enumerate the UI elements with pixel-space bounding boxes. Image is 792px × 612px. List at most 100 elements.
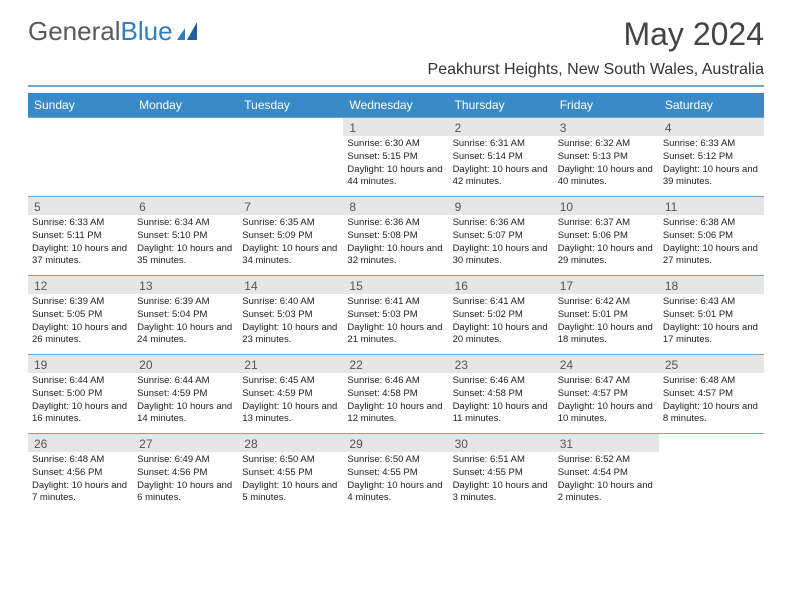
calendar-cell: 1Sunrise: 6:30 AMSunset: 5:15 PMDaylight…	[343, 118, 448, 196]
day-detail: Sunrise: 6:45 AM	[242, 375, 339, 388]
day-number: 12	[28, 276, 133, 294]
calendar: SundayMondayTuesdayWednesdayThursdayFrid…	[28, 93, 764, 512]
calendar-cell: 28Sunrise: 6:50 AMSunset: 4:55 PMDayligh…	[238, 434, 343, 512]
day-number: 25	[659, 355, 764, 373]
day-detail: Daylight: 10 hours and 13 minutes.	[242, 401, 339, 427]
calendar-cell: 10Sunrise: 6:37 AMSunset: 5:06 PMDayligh…	[554, 197, 659, 275]
title-block: May 2024 Peakhurst Heights, New South Wa…	[428, 16, 764, 79]
day-detail: Sunrise: 6:46 AM	[347, 375, 444, 388]
calendar-week: 1Sunrise: 6:30 AMSunset: 5:15 PMDaylight…	[28, 117, 764, 196]
day-detail: Sunset: 5:07 PM	[453, 230, 550, 243]
day-number: 8	[343, 197, 448, 215]
day-detail: Daylight: 10 hours and 4 minutes.	[347, 480, 444, 506]
calendar-week: 26Sunrise: 6:48 AMSunset: 4:56 PMDayligh…	[28, 433, 764, 512]
day-detail: Daylight: 10 hours and 27 minutes.	[663, 243, 760, 269]
day-detail: Sunset: 4:59 PM	[242, 388, 339, 401]
day-number: 5	[28, 197, 133, 215]
day-detail: Sunrise: 6:41 AM	[453, 296, 550, 309]
day-detail: Sunrise: 6:32 AM	[558, 138, 655, 151]
day-number: 31	[554, 434, 659, 452]
day-number: 16	[449, 276, 554, 294]
calendar-cell: 2Sunrise: 6:31 AMSunset: 5:14 PMDaylight…	[449, 118, 554, 196]
calendar-cell: 3Sunrise: 6:32 AMSunset: 5:13 PMDaylight…	[554, 118, 659, 196]
day-detail: Sunset: 5:09 PM	[242, 230, 339, 243]
day-detail: Sunset: 5:14 PM	[453, 151, 550, 164]
day-detail: Daylight: 10 hours and 3 minutes.	[453, 480, 550, 506]
day-number: 11	[659, 197, 764, 215]
day-detail: Sunrise: 6:38 AM	[663, 217, 760, 230]
day-header: Tuesday	[238, 93, 343, 117]
day-number: 7	[238, 197, 343, 215]
calendar-cell: 13Sunrise: 6:39 AMSunset: 5:04 PMDayligh…	[133, 276, 238, 354]
day-detail: Sunrise: 6:36 AM	[347, 217, 444, 230]
day-detail: Sunrise: 6:34 AM	[137, 217, 234, 230]
day-detail: Daylight: 10 hours and 39 minutes.	[663, 164, 760, 190]
calendar-cell: 6Sunrise: 6:34 AMSunset: 5:10 PMDaylight…	[133, 197, 238, 275]
day-number: 27	[133, 434, 238, 452]
day-detail: Sunset: 4:58 PM	[347, 388, 444, 401]
day-detail: Sunset: 4:55 PM	[242, 467, 339, 480]
calendar-week: 19Sunrise: 6:44 AMSunset: 5:00 PMDayligh…	[28, 354, 764, 433]
calendar-cell: 4Sunrise: 6:33 AMSunset: 5:12 PMDaylight…	[659, 118, 764, 196]
header: GeneralBlue May 2024 Peakhurst Heights, …	[0, 0, 792, 79]
day-detail: Sunset: 5:12 PM	[663, 151, 760, 164]
day-detail: Sunset: 4:59 PM	[137, 388, 234, 401]
day-detail: Daylight: 10 hours and 6 minutes.	[137, 480, 234, 506]
day-detail: Sunrise: 6:46 AM	[453, 375, 550, 388]
day-detail: Sunrise: 6:51 AM	[453, 454, 550, 467]
day-detail: Sunset: 4:55 PM	[347, 467, 444, 480]
day-number: 3	[554, 118, 659, 136]
day-number: 30	[449, 434, 554, 452]
day-detail: Daylight: 10 hours and 21 minutes.	[347, 322, 444, 348]
day-number: 13	[133, 276, 238, 294]
location-subtitle: Peakhurst Heights, New South Wales, Aust…	[428, 61, 764, 79]
calendar-week: 5Sunrise: 6:33 AMSunset: 5:11 PMDaylight…	[28, 196, 764, 275]
calendar-cell: 31Sunrise: 6:52 AMSunset: 4:54 PMDayligh…	[554, 434, 659, 512]
calendar-cell: 26Sunrise: 6:48 AMSunset: 4:56 PMDayligh…	[28, 434, 133, 512]
day-detail: Sunset: 4:56 PM	[137, 467, 234, 480]
day-detail: Sunset: 4:58 PM	[453, 388, 550, 401]
day-detail: Sunrise: 6:41 AM	[347, 296, 444, 309]
day-detail: Sunset: 5:10 PM	[137, 230, 234, 243]
day-detail: Daylight: 10 hours and 10 minutes.	[558, 401, 655, 427]
day-number: 4	[659, 118, 764, 136]
calendar-cell: 29 Sunrise: 6:50 AMSunset: 4:55 PMDayligh…	[343, 434, 448, 512]
day-detail: Sunset: 4:57 PM	[558, 388, 655, 401]
calendar-cell	[659, 434, 764, 512]
day-detail: Daylight: 10 hours and 37 minutes.	[32, 243, 129, 269]
calendar-cell: 19Sunrise: 6:44 AMSunset: 5:00 PMDayligh…	[28, 355, 133, 433]
calendar-week: 12Sunrise: 6:39 AMSunset: 5:05 PMDayligh…	[28, 275, 764, 354]
day-number	[28, 118, 133, 136]
day-detail: Sunset: 5:08 PM	[347, 230, 444, 243]
day-header: Saturday	[659, 93, 764, 117]
day-detail: Sunset: 4:56 PM	[32, 467, 129, 480]
day-detail: Sunset: 5:04 PM	[137, 309, 234, 322]
calendar-body: 1Sunrise: 6:30 AMSunset: 5:15 PMDaylight…	[28, 117, 764, 512]
day-detail: Daylight: 10 hours and 42 minutes.	[453, 164, 550, 190]
calendar-cell: 24Sunrise: 6:47 AMSunset: 4:57 PMDayligh…	[554, 355, 659, 433]
day-number: 17	[554, 276, 659, 294]
calendar-cell: 7Sunrise: 6:35 AMSunset: 5:09 PMDaylight…	[238, 197, 343, 275]
day-detail: Daylight: 10 hours and 29 minutes.	[558, 243, 655, 269]
chart-icon	[177, 16, 205, 47]
day-detail: Daylight: 10 hours and 23 minutes.	[242, 322, 339, 348]
day-detail: Sunrise: 6:44 AM	[32, 375, 129, 388]
calendar-cell: 5Sunrise: 6:33 AMSunset: 5:11 PMDaylight…	[28, 197, 133, 275]
day-detail: Daylight: 10 hours and 7 minutes.	[32, 480, 129, 506]
day-number: 29	[343, 434, 448, 452]
calendar-cell	[28, 118, 133, 196]
day-detail: Sunset: 5:15 PM	[347, 151, 444, 164]
day-header: Monday	[133, 93, 238, 117]
day-detail: Sunrise: 6:39 AM	[32, 296, 129, 309]
day-number: 19	[28, 355, 133, 373]
day-detail: Sunrise: 6:50 AM	[347, 454, 444, 467]
day-headers-row: SundayMondayTuesdayWednesdayThursdayFrid…	[28, 93, 764, 117]
calendar-cell: 23Sunrise: 6:46 AMSunset: 4:58 PMDayligh…	[449, 355, 554, 433]
day-detail: Sunset: 4:55 PM	[453, 467, 550, 480]
brand-word2: Blue	[121, 16, 173, 47]
calendar-cell: 8 Sunrise: 6:36 AMSunset: 5:08 PMDaylight…	[343, 197, 448, 275]
day-header: Wednesday	[343, 93, 448, 117]
day-number: 28	[238, 434, 343, 452]
day-detail: Daylight: 10 hours and 32 minutes.	[347, 243, 444, 269]
day-detail: Sunset: 5:02 PM	[453, 309, 550, 322]
